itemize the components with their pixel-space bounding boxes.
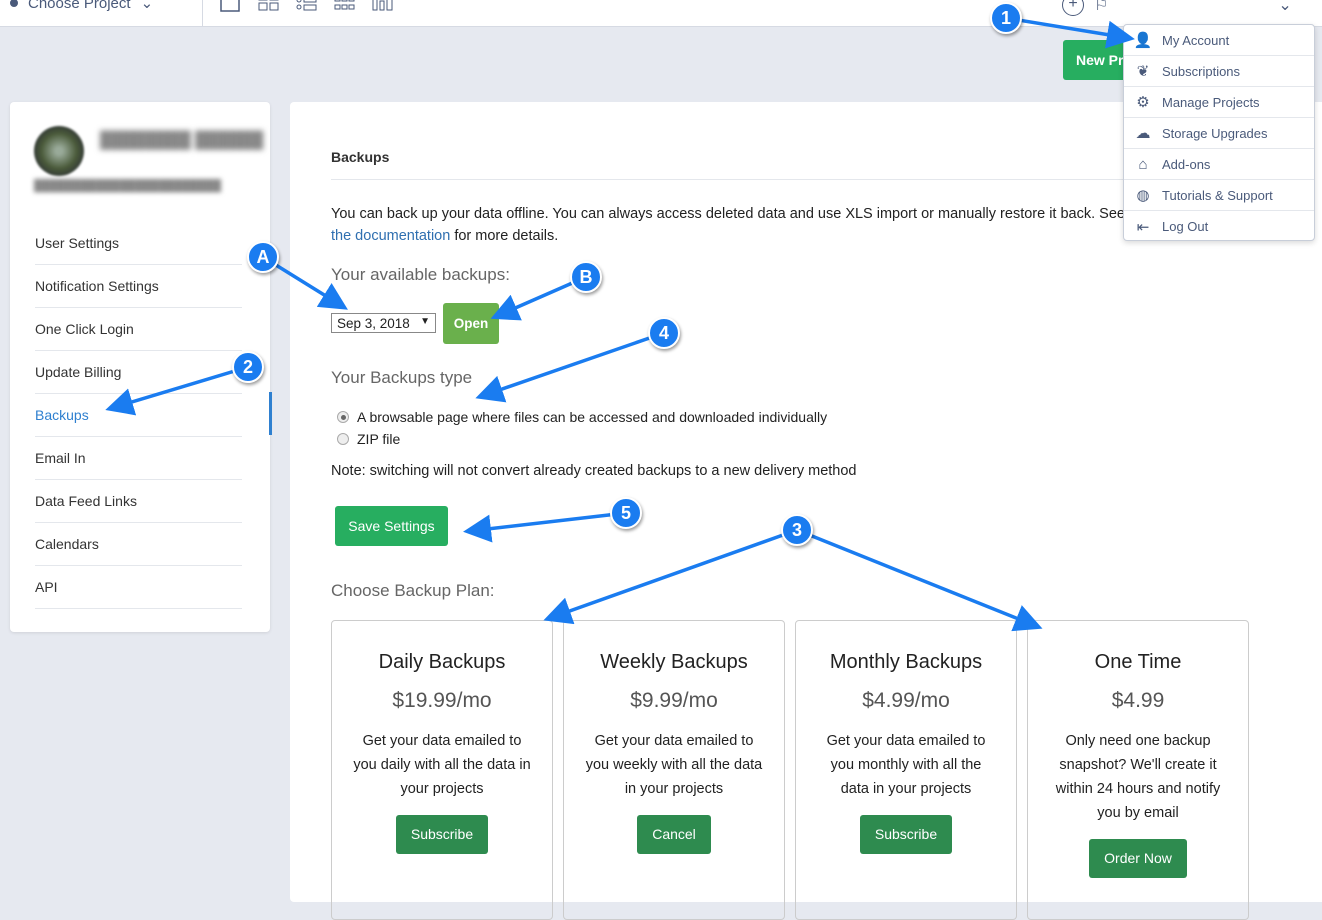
plan-price: $4.99	[1111, 689, 1165, 712]
annotation-badge-a: A	[247, 241, 279, 273]
plan-title: Daily Backups	[378, 651, 506, 673]
menu-label: Manage Projects	[1162, 94, 1260, 110]
top-bar: Choose Project ⌄ + ⚐ ⌄	[0, 0, 1322, 27]
plan-description: Get your data emailed to you weekly with…	[585, 733, 763, 797]
lifebuoy-icon: ◍	[1136, 187, 1150, 204]
chevron-down-icon: ⌄	[140, 0, 154, 12]
plan-card-monthly: Monthly Backups $4.99/mo Get your data e…	[795, 620, 1017, 920]
plan-price: $9.99/mo	[630, 689, 718, 712]
sidebar-item-update-billing[interactable]: Update Billing	[35, 351, 242, 394]
backups-type-label: Your Backups type	[331, 368, 473, 387]
radio-browsable-page[interactable]: A browsable page where files can be acce…	[337, 409, 827, 425]
logout-icon: ⇤	[1136, 218, 1150, 236]
intro-body: You can back up your data offline. You c…	[331, 206, 1125, 222]
intro-text: You can back up your data offline. You c…	[331, 203, 1171, 247]
sidebar-item-backups[interactable]: Backups	[35, 394, 242, 437]
bookmark-icon[interactable]: ⚐	[1094, 0, 1109, 14]
user-email-blurred: ████████████████████████	[34, 180, 222, 192]
open-backup-button[interactable]: Open	[443, 303, 499, 344]
menu-item-subscriptions[interactable]: ❦ Subscriptions	[1124, 56, 1314, 87]
intro-tail: for more details.	[450, 228, 559, 244]
menu-label: My Account	[1162, 32, 1230, 48]
cloud-icon: ☁	[1135, 125, 1151, 142]
plan-price: $4.99/mo	[862, 689, 950, 712]
menu-item-add-ons[interactable]: ⌂ Add-ons	[1124, 149, 1314, 180]
active-indicator	[269, 392, 272, 435]
save-settings-button[interactable]: Save Settings	[335, 506, 448, 546]
annotation-badge-1: 1	[990, 2, 1022, 34]
subscribe-button[interactable]: Subscribe	[395, 815, 489, 854]
subscribe-button[interactable]: Subscribe	[859, 815, 953, 854]
backup-date-select[interactable]: Sep 3, 2018 ▼	[331, 313, 436, 333]
note-text: Note: switching will not convert already…	[331, 463, 857, 479]
chevron-down-icon[interactable]: ⌄	[1278, 0, 1292, 14]
settings-sidebar: ████████ ██████ ████████████████████████…	[10, 102, 272, 632]
sidebar-item-one-click-login[interactable]: One Click Login	[35, 308, 242, 351]
sidebar-item-notification-settings[interactable]: Notification Settings	[35, 265, 242, 308]
leaf-icon: ❦	[1136, 63, 1150, 80]
radio-unchecked-icon[interactable]	[337, 433, 349, 445]
radio-checked-icon[interactable]	[337, 411, 349, 423]
menu-label: Storage Upgrades	[1162, 125, 1268, 141]
divider	[331, 179, 1231, 180]
avatar	[34, 126, 84, 176]
annotation-badge-4: 4	[648, 317, 680, 349]
plan-card-weekly: Weekly Backups $9.99/mo Get your data em…	[563, 620, 785, 920]
account-dropdown-menu: 👤 My Account ❦ Subscriptions ⚙ Manage Proje…	[1123, 24, 1315, 241]
plan-title: Monthly Backups	[829, 651, 983, 673]
sidebar-item-email-in[interactable]: Email In	[35, 437, 242, 480]
plan-card-daily: Daily Backups $19.99/mo Get your data em…	[331, 620, 553, 920]
sidebar-item-api[interactable]: API	[35, 566, 242, 609]
menu-item-my-account[interactable]: 👤 My Account	[1124, 25, 1314, 56]
divider	[202, 0, 203, 27]
backups-panel: Backups You can back up your data offlin…	[290, 102, 1322, 920]
sidebar-item-data-feed-links[interactable]: Data Feed Links	[35, 480, 242, 523]
tiles-view-icon[interactable]	[334, 0, 356, 14]
radio-zip-file[interactable]: ZIP file	[337, 431, 400, 447]
dropdown-arrow-icon: ▼	[420, 316, 430, 327]
annotation-badge-5: 5	[610, 497, 642, 529]
plan-price: $19.99/mo	[392, 689, 492, 712]
radio-label: A browsable page where files can be acce…	[357, 409, 828, 425]
menu-item-log-out[interactable]: ⇤ Log Out	[1124, 211, 1314, 242]
plan-description: Only need one backup snapshot? We'll cre…	[1055, 733, 1221, 821]
page-title: Backups	[331, 149, 390, 165]
user-name-blurred: ████████ ██████	[100, 132, 264, 149]
available-backups-label: Your available backups:	[331, 265, 510, 284]
menu-item-tutorials-support[interactable]: ◍ Tutorials & Support	[1124, 180, 1314, 211]
plan-card-one-time: One Time $4.99 Only need one backup snap…	[1027, 620, 1249, 920]
menu-item-storage-upgrades[interactable]: ☁ Storage Upgrades	[1124, 118, 1314, 149]
plan-description: Get your data emailed to you daily with …	[353, 733, 531, 797]
single-view-icon[interactable]	[220, 0, 242, 14]
menu-item-manage-projects[interactable]: ⚙ Manage Projects	[1124, 87, 1314, 118]
menu-label: Add-ons	[1162, 156, 1211, 172]
documentation-link[interactable]: the documentation	[331, 228, 451, 244]
plan-description: Get your data emailed to you monthly wit…	[826, 733, 986, 797]
menu-label: Tutorials & Support	[1162, 187, 1273, 203]
select-value: Sep 3, 2018	[337, 316, 410, 331]
kanban-view-icon[interactable]	[372, 0, 394, 14]
sidebar-item-user-settings[interactable]: User Settings	[35, 222, 242, 265]
menu-label: Log Out	[1162, 219, 1209, 234]
cancel-button[interactable]: Cancel	[637, 815, 711, 854]
choose-plan-label: Choose Backup Plan:	[331, 581, 495, 600]
list-view-icon[interactable]	[296, 0, 318, 14]
annotation-badge-b: B	[570, 261, 602, 293]
plan-title: Weekly Backups	[600, 651, 748, 673]
plan-title: One Time	[1094, 651, 1182, 673]
menu-label: Subscriptions	[1162, 63, 1241, 79]
dot-icon	[10, 0, 18, 7]
grid-view-icon[interactable]	[258, 0, 280, 14]
order-now-button[interactable]: Order Now	[1089, 839, 1187, 878]
radio-label: ZIP file	[357, 431, 401, 447]
gear-icon: ⚙	[1136, 94, 1150, 111]
project-selector[interactable]: Choose Project ⌄	[10, 0, 153, 12]
store-icon: ⌂	[1138, 155, 1148, 173]
annotation-badge-3: 3	[781, 514, 813, 546]
user-edit-icon: 👤	[1133, 32, 1153, 49]
project-label: Choose Project	[28, 0, 131, 12]
annotation-badge-2: 2	[232, 351, 264, 383]
sidebar-item-calendars[interactable]: Calendars	[35, 523, 242, 566]
add-icon[interactable]: +	[1062, 0, 1084, 16]
